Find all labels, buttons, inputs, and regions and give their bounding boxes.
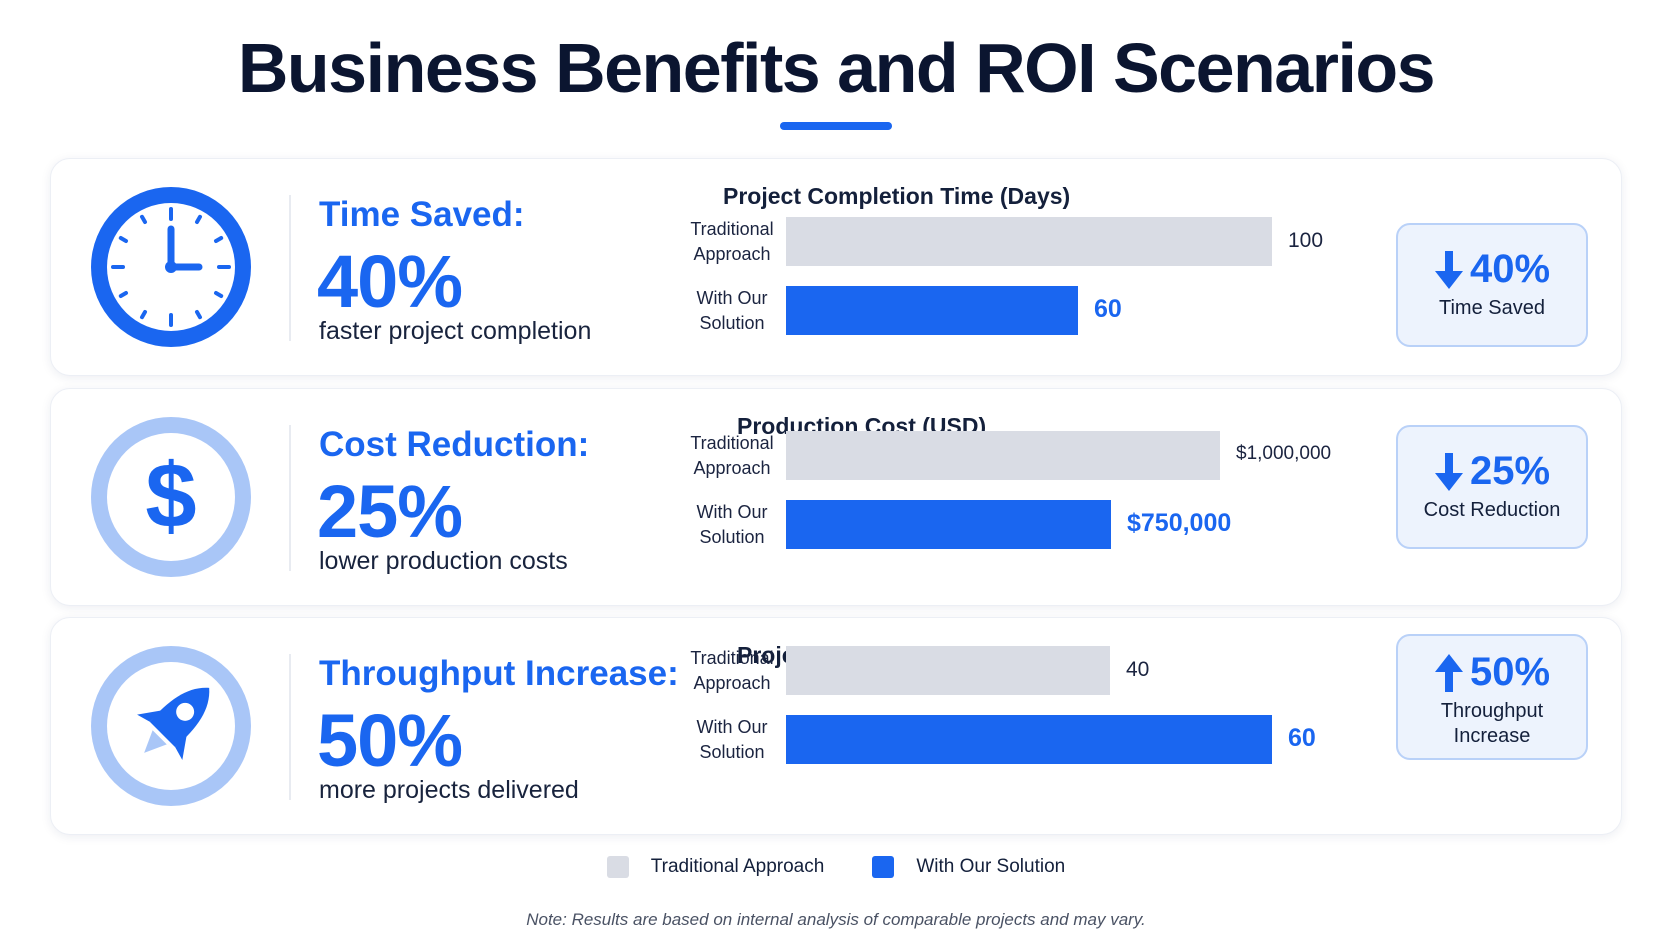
badge-value: 40% <box>1469 247 1551 291</box>
value-label-solution: 60 <box>1288 724 1316 752</box>
page-title: Business Benefits and ROI Scenarios <box>237 29 1436 107</box>
dollar-icon: $ <box>91 417 251 577</box>
bar-traditional <box>786 217 1272 266</box>
value-label-traditional: 40 <box>1126 658 1150 681</box>
metric-label: Cost Reduction: <box>319 425 590 464</box>
value-label-solution: $750,000 <box>1127 509 1232 537</box>
category-label-traditional: Traditional Approach <box>690 648 774 693</box>
bar-traditional <box>786 646 1110 695</box>
badge-value: 25% <box>1469 449 1551 493</box>
metric-description: lower production costs <box>319 547 568 575</box>
category-label-traditional: Traditional Approach <box>690 433 774 478</box>
rocket-icon <box>91 646 251 806</box>
legend-label: Traditional Approach <box>650 856 825 877</box>
badge-value: 50% <box>1469 650 1551 694</box>
summary-badge: 50% Throughput Increase <box>1396 634 1588 760</box>
metric-card-time: Time Saved: 40% faster project completio… <box>50 158 1622 376</box>
bar-solution <box>786 500 1111 549</box>
category-label-solution: With Our Solution <box>696 502 768 547</box>
chart-legend: Traditional Approach With Our Solution <box>0 856 1672 878</box>
metric-card-cost: $ Cost Reduction: 25% lower production c… <box>50 388 1622 606</box>
value-label-traditional: 100 <box>1288 229 1324 252</box>
metric-label: Time Saved: <box>319 195 525 234</box>
arrow-down-icon <box>1434 452 1463 491</box>
legend-item-traditional: Traditional Approach <box>606 856 825 878</box>
metric-description: faster project completion <box>319 317 592 345</box>
metric-label: Throughput Increase: <box>319 654 679 693</box>
category-label-traditional: Traditional Approach <box>690 219 774 264</box>
arrow-up-icon <box>1434 653 1463 692</box>
chart-title: Project Completion Time (Days) <box>723 183 1071 209</box>
category-label-solution: With Our Solution <box>696 717 768 762</box>
value-label-traditional: $1,000,000 <box>1236 443 1332 464</box>
badge-label: Time Saved <box>1439 297 1545 319</box>
category-label-solution: With Our Solution <box>696 288 768 333</box>
legend-swatch <box>872 856 895 878</box>
card-divider <box>289 195 291 341</box>
clock-icon <box>91 187 251 347</box>
svg-text:$: $ <box>145 445 196 547</box>
legend-item-solution: With Our Solution <box>872 856 1065 878</box>
legend-label: With Our Solution <box>916 856 1066 877</box>
bar-solution <box>786 286 1078 335</box>
metric-card-throughput: Throughput Increase: 50% more projects d… <box>50 617 1622 835</box>
card-divider <box>289 654 291 800</box>
legend-swatch <box>606 856 629 878</box>
summary-badge: 40% Time Saved <box>1396 223 1588 347</box>
badge-label: Cost Reduction <box>1423 499 1561 521</box>
title-underline <box>780 122 892 130</box>
metric-description: more projects delivered <box>319 776 579 804</box>
arrow-down-icon <box>1434 250 1463 289</box>
metric-value: 40% <box>317 240 463 323</box>
card-divider <box>289 425 291 571</box>
summary-badge: 25% Cost Reduction <box>1396 425 1588 549</box>
bar-solution <box>786 715 1272 764</box>
metric-value: 25% <box>317 470 463 553</box>
metric-value: 50% <box>317 699 463 782</box>
value-label-solution: 60 <box>1094 295 1122 323</box>
badge-label: Throughput Increase <box>1440 700 1544 747</box>
bar-traditional <box>786 431 1220 480</box>
footnote: Note: Results are based on internal anal… <box>526 910 1146 929</box>
